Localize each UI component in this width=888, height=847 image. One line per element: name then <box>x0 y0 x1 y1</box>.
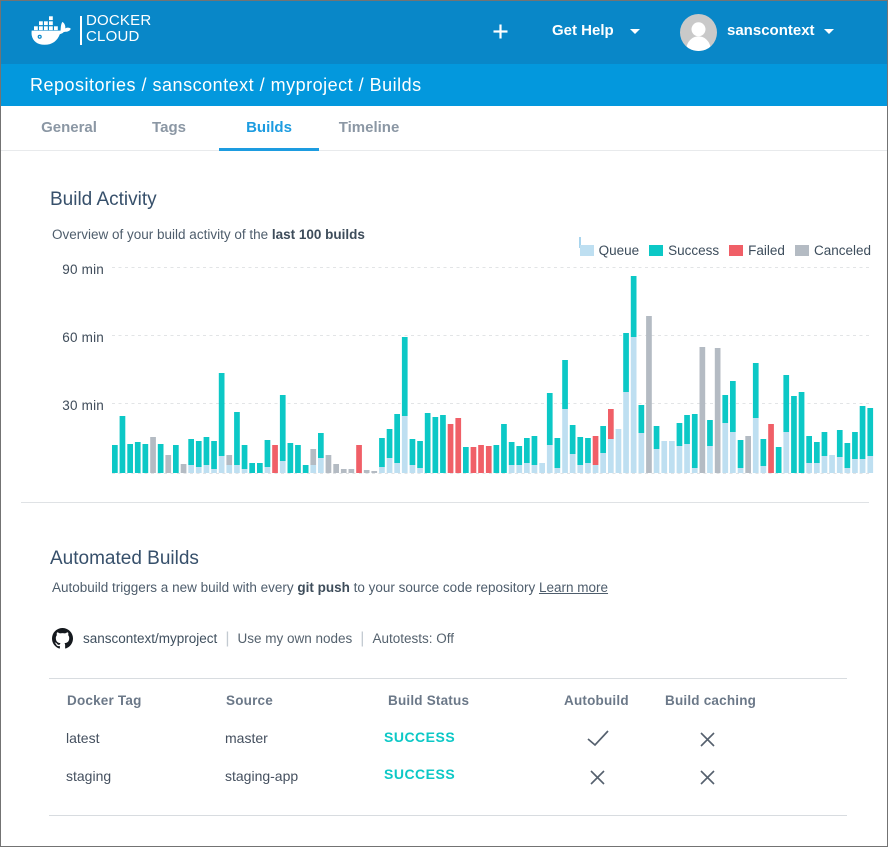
svg-text:90 min: 90 min <box>62 262 104 277</box>
svg-text:30 min: 30 min <box>62 398 104 413</box>
svg-text:60 min: 60 min <box>62 330 104 345</box>
